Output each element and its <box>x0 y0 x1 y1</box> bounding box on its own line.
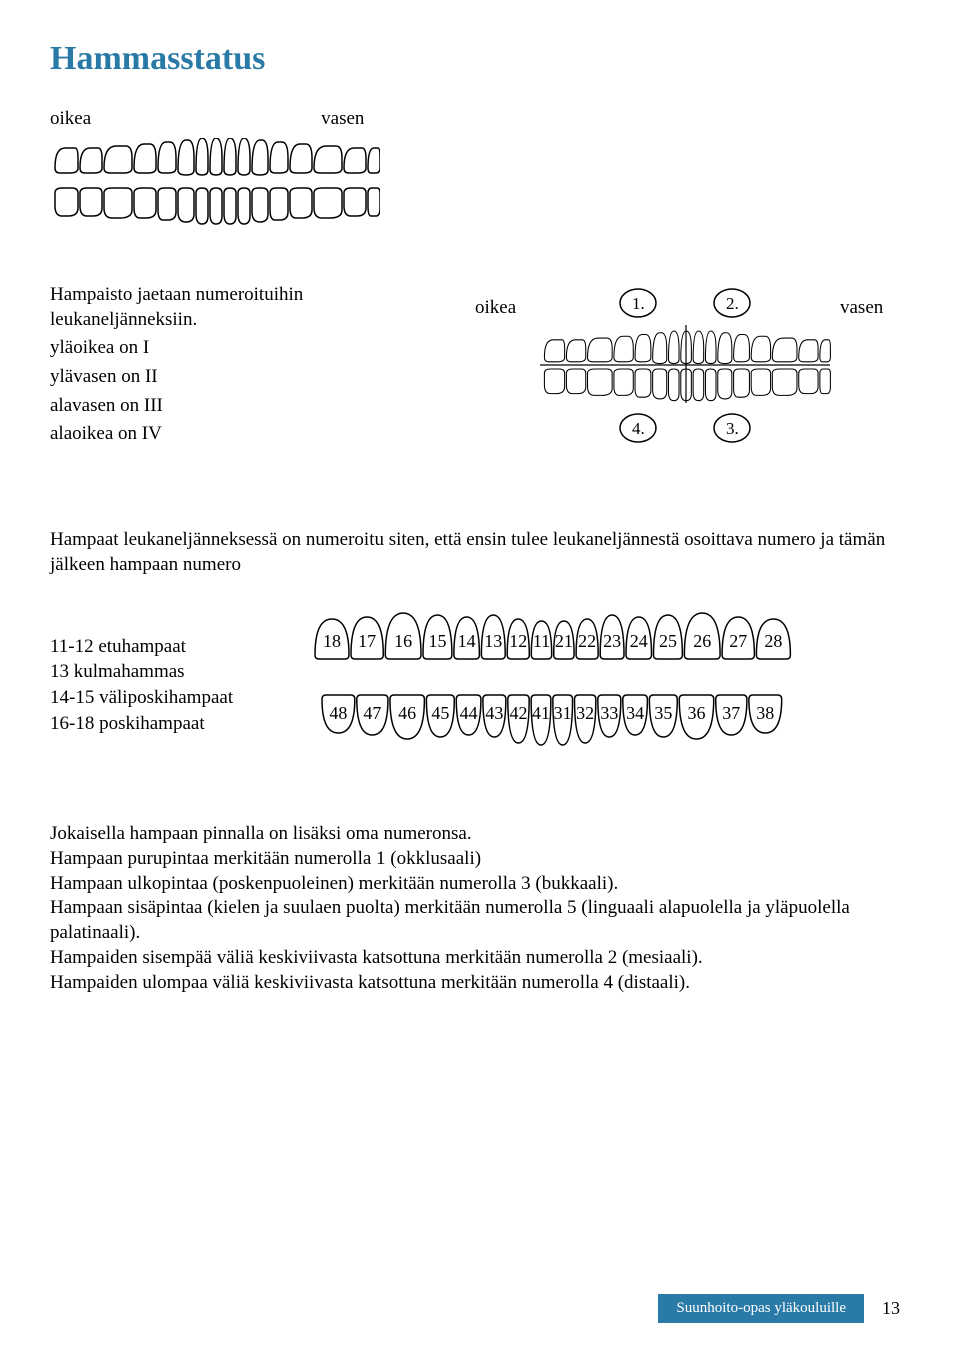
teeth-diagram-top <box>50 138 900 233</box>
svg-text:17: 17 <box>358 631 376 651</box>
svg-text:37: 37 <box>722 703 740 723</box>
section-top-teeth: oikea vasen <box>50 108 900 233</box>
numbering-text: Hampaat leukaneljänneksessä on numeroitu… <box>50 528 900 577</box>
svg-text:47: 47 <box>363 703 381 723</box>
svg-text:36: 36 <box>688 703 706 723</box>
svg-text:15: 15 <box>428 631 446 651</box>
svg-text:25: 25 <box>659 631 677 651</box>
svg-text:4.: 4. <box>632 419 645 438</box>
legend-1: 11-12 etuhampaat <box>50 634 280 660</box>
svg-text:3.: 3. <box>726 419 739 438</box>
svg-text:34: 34 <box>626 703 644 723</box>
p5: Hampaiden sisempää väliä keskiviivasta k… <box>50 946 900 971</box>
svg-text:28: 28 <box>764 631 782 651</box>
intro-l4: alavasen on III <box>50 394 430 419</box>
svg-text:2.: 2. <box>726 294 739 313</box>
svg-text:33: 33 <box>600 703 618 723</box>
svg-text:11: 11 <box>533 631 550 651</box>
section-surfaces: Jokaisella hampaan pinnalla on lisäksi o… <box>50 822 900 995</box>
quadrant-diagram: oikea vasen 1. 2. <box>470 283 900 478</box>
svg-text:1.: 1. <box>632 294 645 313</box>
footer-title: Suunhoito-opas yläkouluille <box>658 1294 864 1323</box>
intro-l3: ylävasen on II <box>50 365 430 390</box>
section-numbering-intro: Hampaat leukaneljänneksessä on numeroitu… <box>50 528 900 577</box>
svg-text:12: 12 <box>509 631 527 651</box>
svg-text:48: 48 <box>329 703 347 723</box>
svg-text:27: 27 <box>729 631 747 651</box>
intro-l2: yläoikea on I <box>50 336 430 361</box>
intro-line1: Hampaisto jaetaan numeroituihin leukanel… <box>50 283 430 332</box>
svg-text:32: 32 <box>576 703 594 723</box>
legend-4: 16-18 poskihampaat <box>50 711 280 737</box>
svg-text:13: 13 <box>484 631 502 651</box>
svg-text:23: 23 <box>603 631 621 651</box>
page-footer: Suunhoito-opas yläkouluille 13 <box>658 1294 900 1323</box>
svg-text:35: 35 <box>654 703 672 723</box>
p3: Hampaan ulkopintaa (poskenpuoleinen) mer… <box>50 872 900 897</box>
quad-label-vasen: vasen <box>840 297 884 318</box>
intro-l5: alaoikea on IV <box>50 422 430 447</box>
svg-text:46: 46 <box>398 703 416 723</box>
legend-3: 14-15 väliposkihampaat <box>50 685 280 711</box>
svg-text:44: 44 <box>460 703 478 723</box>
legend-2: 13 kulmahammas <box>50 659 280 685</box>
svg-text:31: 31 <box>554 703 572 723</box>
svg-text:16: 16 <box>394 631 412 651</box>
label-vasen: vasen <box>321 108 364 130</box>
page-title: Hammasstatus <box>50 40 900 78</box>
tooth-legend: 11-12 etuhampaat 13 kulmahammas 14-15 vä… <box>50 634 280 737</box>
svg-text:18: 18 <box>323 631 341 651</box>
svg-text:42: 42 <box>510 703 528 723</box>
svg-text:38: 38 <box>756 703 774 723</box>
p4: Hampaan sisäpintaa (kielen ja suulaen pu… <box>50 896 900 945</box>
svg-text:45: 45 <box>431 703 449 723</box>
svg-text:22: 22 <box>578 631 596 651</box>
label-oikea: oikea <box>50 108 91 130</box>
p1: Jokaisella hampaan pinnalla on lisäksi o… <box>50 822 900 847</box>
svg-text:26: 26 <box>693 631 711 651</box>
svg-text:14: 14 <box>458 631 476 651</box>
svg-text:41: 41 <box>532 703 550 723</box>
footer-page: 13 <box>882 1298 900 1319</box>
quad-label-oikea: oikea <box>475 297 517 318</box>
p6: Hampaiden ulompaa väliä keskiviivasta ka… <box>50 971 900 996</box>
svg-text:21: 21 <box>555 631 573 651</box>
section-quadrants: Hampaisto jaetaan numeroituihin leukanel… <box>50 283 900 478</box>
p2: Hampaan purupintaa merkitään numerolla 1… <box>50 847 900 872</box>
section-numbered-teeth: 11-12 etuhampaat 13 kulmahammas 14-15 vä… <box>50 607 900 762</box>
svg-text:24: 24 <box>630 631 648 651</box>
numbered-teeth-svg: 18 17 16 15 14 13 12 112122 23 24 25 26 27 28 48 47 46 4… <box>310 607 910 762</box>
svg-text:43: 43 <box>485 703 503 723</box>
